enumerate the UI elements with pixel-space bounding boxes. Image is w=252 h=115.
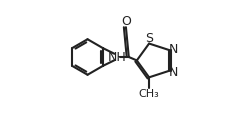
Text: N: N <box>168 65 177 78</box>
Text: N: N <box>168 43 177 56</box>
Text: S: S <box>144 32 152 44</box>
Text: CH₃: CH₃ <box>138 88 159 98</box>
Text: O: O <box>121 15 131 28</box>
Text: NH: NH <box>107 51 126 64</box>
